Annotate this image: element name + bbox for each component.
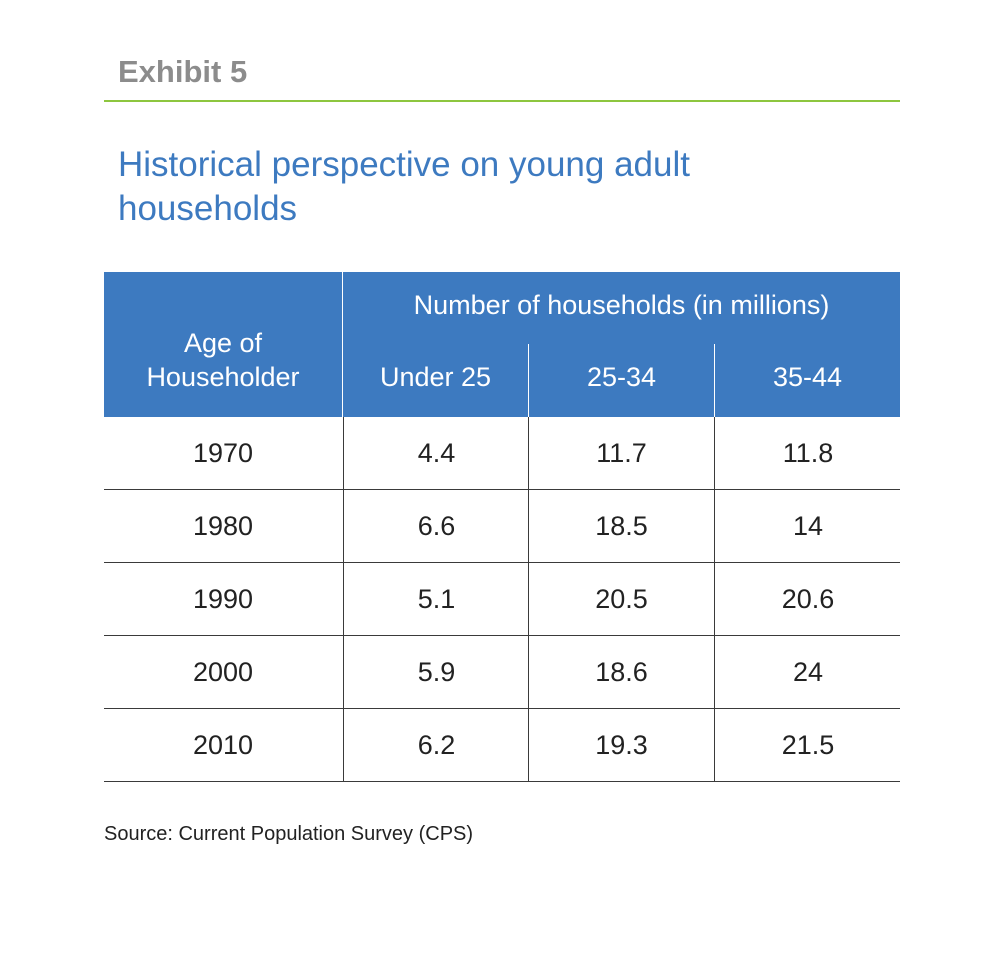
page-title: Historical perspective on young adult ho… xyxy=(118,145,690,228)
value-cell: 19.3 xyxy=(528,709,714,781)
value-cell: 11.8 xyxy=(714,417,901,489)
exhibit-label: Exhibit 5 xyxy=(118,54,248,89)
table-row: 2010 6.2 19.3 21.5 xyxy=(104,709,900,782)
value-cell: 5.9 xyxy=(343,636,529,708)
value-cell: 11.7 xyxy=(528,417,714,489)
households-table: Age of Householder Number of households … xyxy=(104,272,900,782)
table-row: 1990 5.1 20.5 20.6 xyxy=(104,563,900,636)
value-cell: 20.5 xyxy=(528,563,714,635)
column-divider xyxy=(528,344,529,417)
table-row: 2000 5.9 18.6 24 xyxy=(104,636,900,709)
header-divider xyxy=(342,272,343,417)
year-cell: 2000 xyxy=(192,657,254,687)
value-cell: 6.2 xyxy=(343,709,529,781)
year-cell: 1990 xyxy=(192,584,254,614)
age-header-line-2: Householder xyxy=(146,361,300,392)
table-row: 1980 6.6 18.5 14 xyxy=(104,490,900,563)
age-header-line-1: Age of xyxy=(183,327,263,358)
source-note: Source: Current Population Survey (CPS) xyxy=(104,823,474,845)
value-cell: 18.6 xyxy=(528,636,714,708)
value-cell: 5.1 xyxy=(343,563,529,635)
value-cell: 24 xyxy=(714,636,901,708)
year-cell: 1970 xyxy=(192,438,254,468)
column-header-under-25: Under 25 xyxy=(379,362,492,392)
group-header: Number of households (in millions) xyxy=(413,290,830,320)
value-cell: 21.5 xyxy=(714,709,901,781)
value-cell: 6.6 xyxy=(343,490,529,562)
value-cell: 20.6 xyxy=(714,563,901,635)
value-cell: 4.4 xyxy=(343,417,529,489)
table-header: Age of Householder Number of households … xyxy=(104,272,900,417)
column-header-25-34: 25-34 xyxy=(586,362,657,392)
value-cell: 18.5 xyxy=(528,490,714,562)
green-divider xyxy=(104,100,900,102)
column-divider xyxy=(714,344,715,417)
year-cell: 2010 xyxy=(192,730,254,760)
age-of-householder-header: Age of Householder xyxy=(104,272,342,417)
column-header-35-44: 35-44 xyxy=(772,362,843,392)
value-cell: 14 xyxy=(714,490,901,562)
table-row: 1970 4.4 11.7 11.8 xyxy=(104,417,900,490)
year-cell: 1980 xyxy=(192,511,254,541)
